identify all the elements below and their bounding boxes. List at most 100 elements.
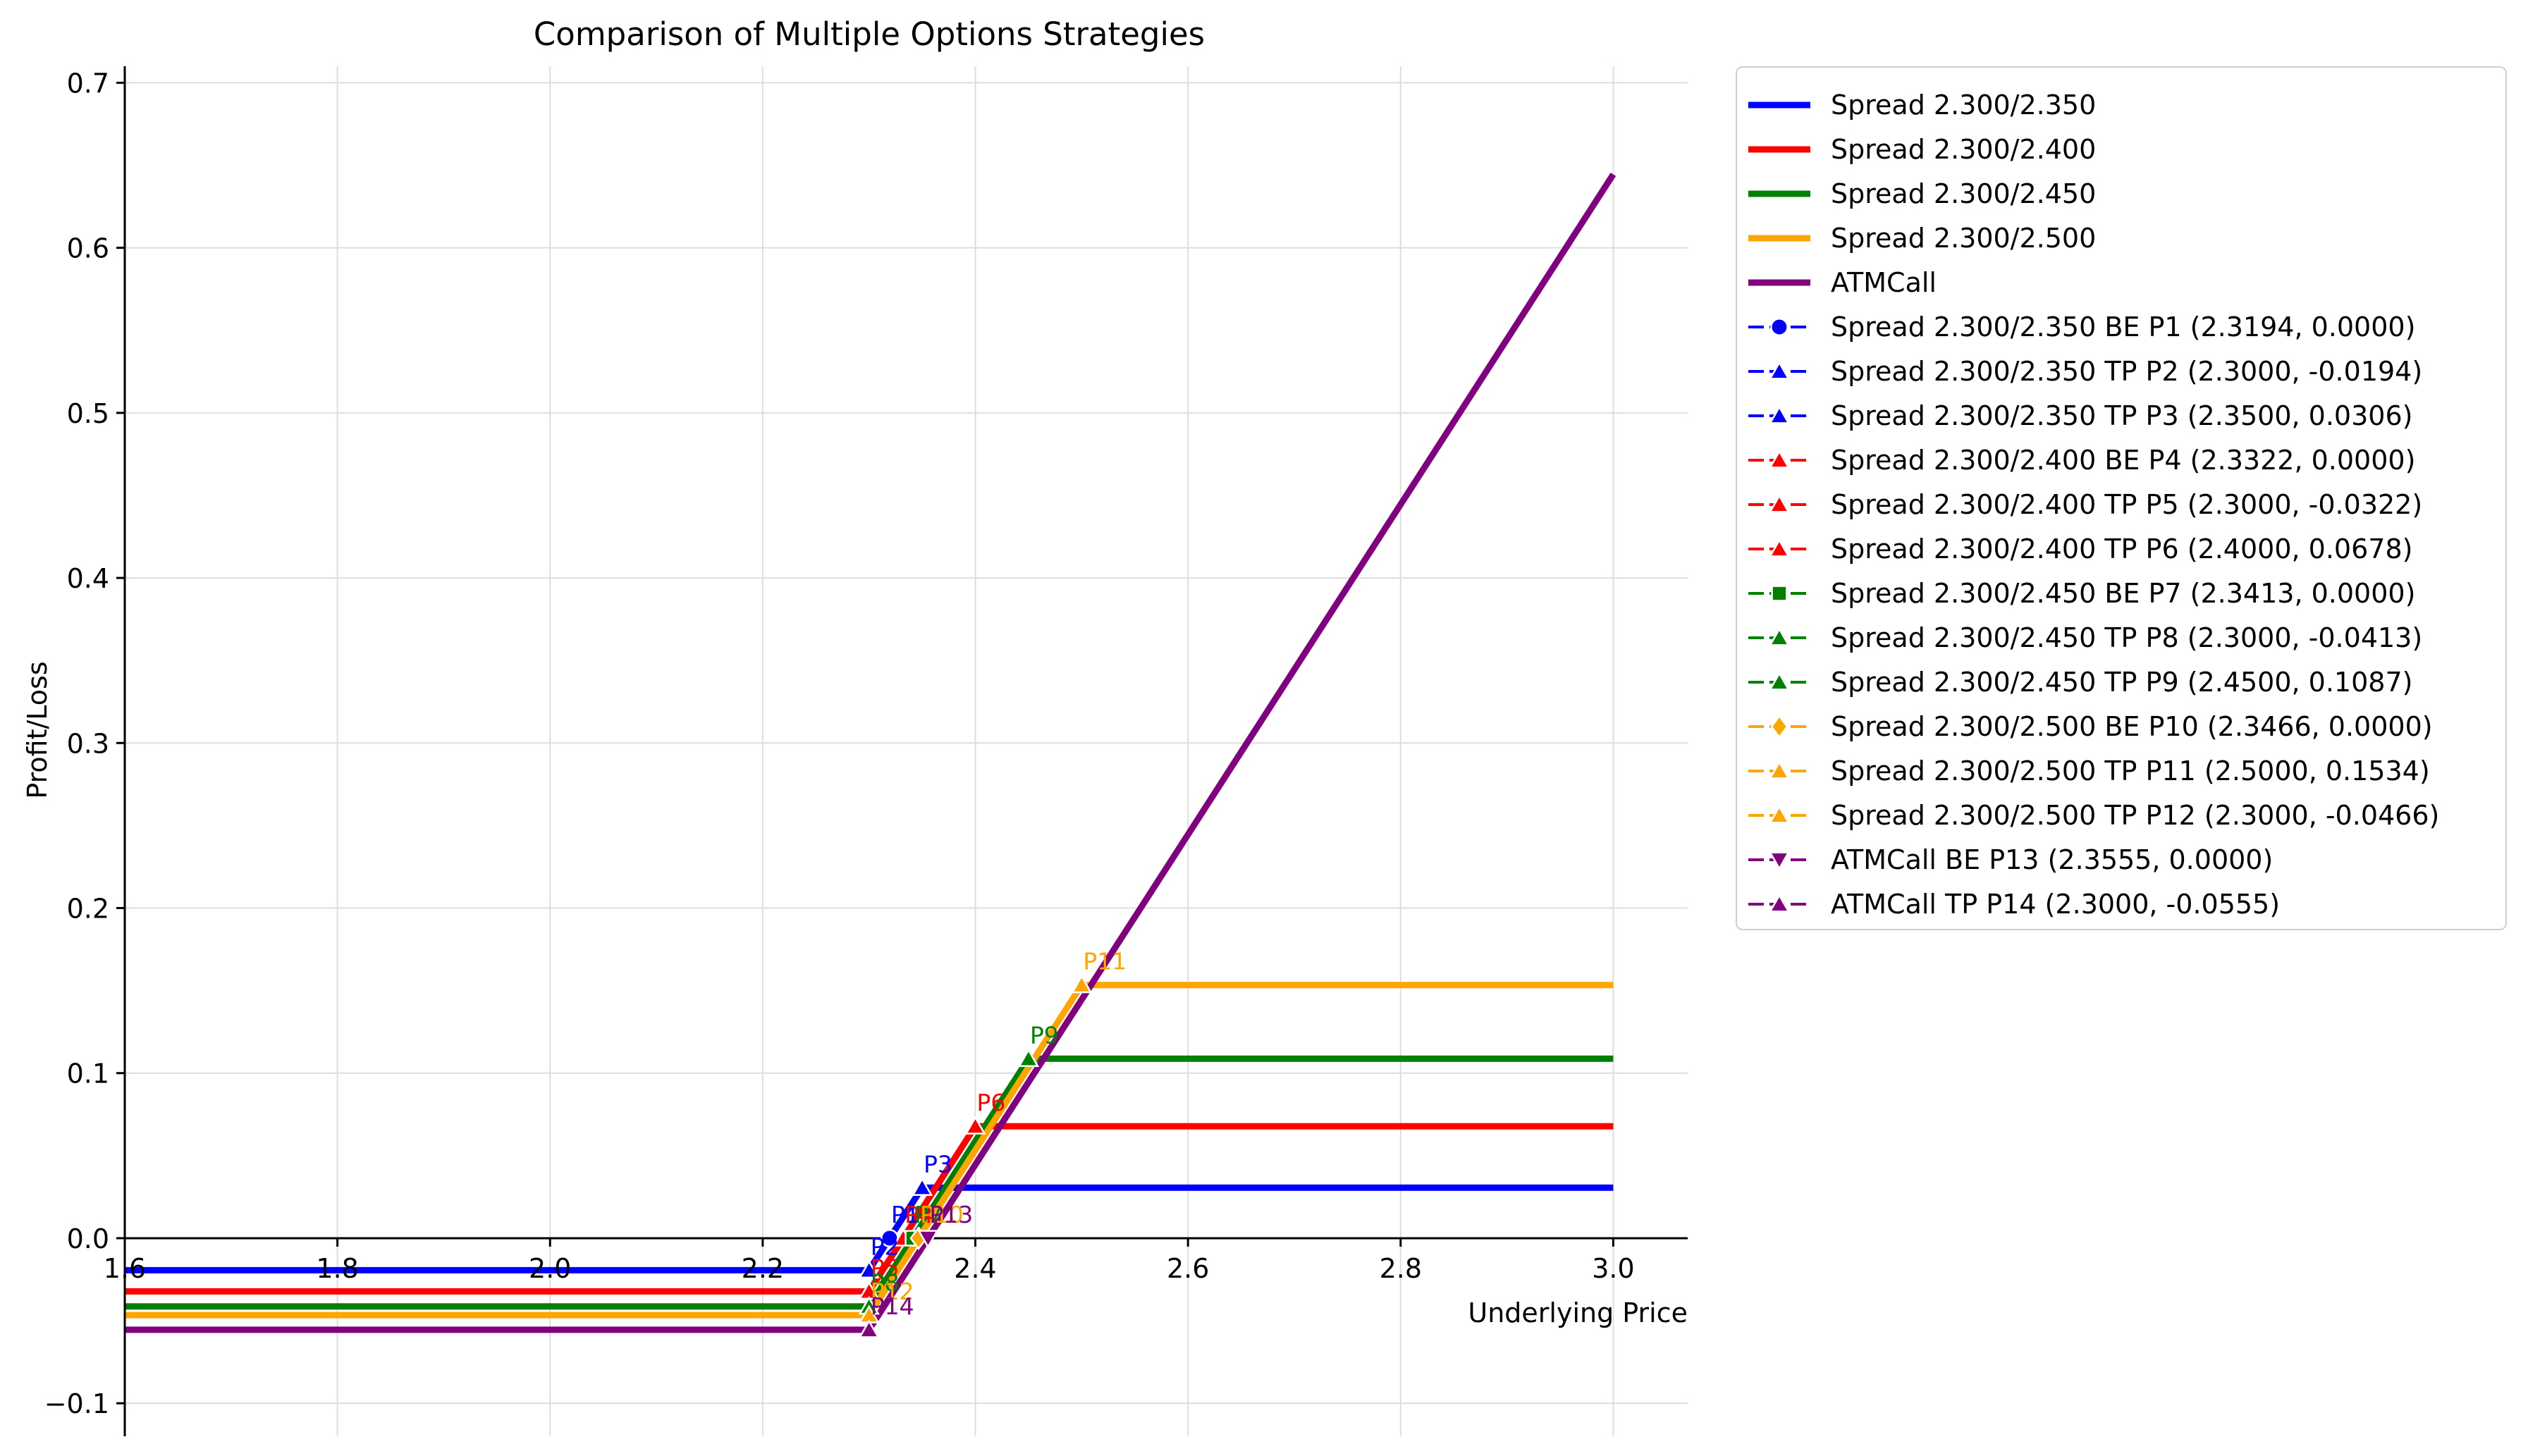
y-tick-label: 0.6: [67, 233, 109, 264]
point-label-p8: P8: [871, 1269, 900, 1297]
legend-label: Spread 2.300/2.450 TP P9 (2.4500, 0.1087…: [1831, 667, 2413, 698]
legend-label: Spread 2.300/2.350 TP P2 (2.3000, -0.019…: [1831, 356, 2423, 387]
point-label-p13: P13: [929, 1201, 973, 1228]
legend-handle: [1748, 538, 1810, 557]
y-tick-label: 0.3: [67, 728, 109, 759]
legend-marker-swatch: [1771, 585, 1788, 602]
legend-item: Spread 2.300/2.450 BE P7 (2.3413, 0.0000…: [1737, 572, 2505, 616]
point-marker-p14: [858, 1319, 880, 1338]
point-label-p14: P14: [871, 1292, 914, 1320]
legend-label: ATMCall BE P13 (2.3555, 0.0000): [1831, 844, 2274, 875]
legend-item: Spread 2.300/2.500 TP P12 (2.3000, -0.04…: [1737, 794, 2505, 838]
point-label-p7: P7: [914, 1201, 943, 1228]
legend-handle: [1748, 101, 1810, 109]
legend-handle: [1748, 146, 1810, 153]
y-tick-label: 0.4: [67, 563, 109, 594]
legend-marker-swatch: [1768, 672, 1791, 691]
x-tick-label: 1.6: [104, 1253, 146, 1284]
legend-marker-swatch: [1768, 538, 1791, 557]
legend-handle: [1748, 494, 1810, 513]
legend-label: Spread 2.300/2.400 TP P5 (2.3000, -0.032…: [1831, 489, 2423, 520]
legend-label: Spread 2.300/2.500 TP P12 (2.3000, -0.04…: [1831, 800, 2440, 831]
x-axis-label: Underlying Price: [1468, 1297, 1688, 1328]
marked-points: [858, 974, 1093, 1338]
legend-item: Spread 2.300/2.500 TP P11 (2.5000, 0.153…: [1737, 749, 2505, 794]
series-lines: [125, 172, 1616, 1333]
series-line-2: [125, 1123, 1614, 1295]
y-tick-label: −0.1: [44, 1388, 109, 1419]
point-label-p4: P4: [904, 1201, 933, 1228]
legend-marker-swatch: [1768, 805, 1791, 824]
legend: Spread 2.300/2.350 Spread 2.300/2.400 Spre…: [1736, 66, 2507, 930]
legend-item: Spread 2.300/2.350 BE P1 (2.3194, 0.0000…: [1737, 305, 2505, 350]
x-tick-label: 2.0: [529, 1253, 571, 1284]
legend-item: Spread 2.300/2.400: [1737, 128, 2505, 172]
legend-handle: [1748, 318, 1810, 336]
legend-label: ATMCall TP P14 (2.3000, -0.0555): [1831, 889, 2281, 920]
legend-handle: [1748, 279, 1810, 286]
legend-label: Spread 2.300/2.350 TP P3 (2.3500, 0.0306…: [1831, 400, 2413, 431]
y-tick-label: 0.5: [67, 398, 109, 429]
point-label-p10: P10: [920, 1201, 964, 1228]
legend-handle: [1748, 805, 1810, 824]
legend-label: Spread 2.300/2.400 TP P6 (2.4000, 0.0678…: [1831, 533, 2413, 564]
series-line-3: [125, 1055, 1614, 1310]
legend-marker-swatch: [1768, 494, 1791, 513]
x-tick-label: 1.8: [316, 1253, 358, 1284]
y-axis-label: Profit/Loss: [22, 661, 53, 798]
legend-marker-swatch: [1770, 714, 1788, 739]
y-tick-label: 0.7: [67, 68, 109, 99]
legend-marker-swatch: [1770, 318, 1788, 336]
legend-label: Spread 2.300/2.350: [1831, 90, 2097, 121]
point-label-p1: P1: [891, 1201, 920, 1228]
legend-label: Spread 2.300/2.450 BE P7 (2.3413, 0.0000…: [1831, 578, 2416, 609]
chart-title: Comparison of Multiple Options Strategie…: [534, 16, 1205, 53]
point-marker-p13: [917, 1230, 939, 1249]
legend-marker-swatch: [1768, 405, 1791, 424]
point-marker-p2: [858, 1259, 880, 1279]
legend-handle: [1748, 450, 1810, 469]
legend-item: Spread 2.300/2.350 TP P3 (2.3500, 0.0306…: [1737, 394, 2505, 438]
legend-label: ATMCall: [1831, 267, 1937, 298]
legend-handle: [1748, 585, 1810, 602]
legend-handle: [1748, 760, 1810, 779]
point-marker-p6: [964, 1116, 986, 1135]
legend-item: Spread 2.300/2.400 TP P5 (2.3000, -0.032…: [1737, 483, 2505, 527]
legend-marker-swatch: [1768, 450, 1791, 469]
legend-item: Spread 2.300/2.450: [1737, 172, 2505, 216]
x-tick-label: 2.8: [1380, 1253, 1422, 1284]
legend-handle: [1748, 672, 1810, 691]
legend-marker-swatch: [1768, 627, 1791, 646]
legend-label: Spread 2.300/2.450 TP P8 (2.3000, -0.041…: [1831, 622, 2423, 653]
legend-label: Spread 2.300/2.500 TP P11 (2.5000, 0.153…: [1831, 755, 2430, 786]
legend-marker-swatch: [1768, 361, 1791, 380]
legend-item: Spread 2.300/2.350: [1737, 83, 2505, 128]
legend-marker-swatch: [1768, 894, 1791, 913]
legend-item: Spread 2.300/2.400 BE P4 (2.3322, 0.0000…: [1737, 438, 2505, 483]
legend-handle: [1748, 361, 1810, 380]
legend-handle: [1748, 190, 1810, 197]
legend-handle: [1748, 627, 1810, 646]
legend-label: Spread 2.300/2.500 BE P10 (2.3466, 0.000…: [1831, 711, 2433, 742]
series-line-5: [125, 172, 1616, 1333]
point-label-p11: P11: [1083, 948, 1127, 975]
legend-item: ATMCall BE P13 (2.3555, 0.0000): [1737, 838, 2505, 882]
point-label-p6: P6: [977, 1089, 1006, 1116]
legend-handle: [1748, 405, 1810, 424]
legend-handle: [1748, 235, 1810, 242]
y-tick-label: 0.2: [67, 894, 109, 925]
legend-label: Spread 2.300/2.500: [1831, 223, 2097, 254]
point-label-p2: P2: [871, 1233, 900, 1260]
axes: 1.6 1.8 2.0 2.2 2.4 2.6 2.8 3.0 −0.1 0.0 0.1 0.2 0.3…: [44, 66, 1688, 1436]
legend-item: ATMCall: [1737, 261, 2505, 305]
legend-item: Spread 2.300/2.500 BE P10 (2.3466, 0.000…: [1737, 705, 2505, 749]
legend-label: Spread 2.300/2.400 BE P4 (2.3322, 0.0000…: [1831, 445, 2416, 476]
x-tick-label: 2.2: [742, 1253, 784, 1284]
legend-item: Spread 2.300/2.450 TP P8 (2.3000, -0.041…: [1737, 616, 2505, 660]
series-line-1: [125, 1184, 1614, 1273]
legend-item: ATMCall TP P14 (2.3000, -0.0555): [1737, 882, 2505, 927]
y-tick-label: 0.0: [67, 1223, 109, 1254]
legend-label: Spread 2.300/2.450: [1831, 178, 2097, 209]
legend-item: Spread 2.300/2.350 TP P2 (2.3000, -0.019…: [1737, 350, 2505, 394]
